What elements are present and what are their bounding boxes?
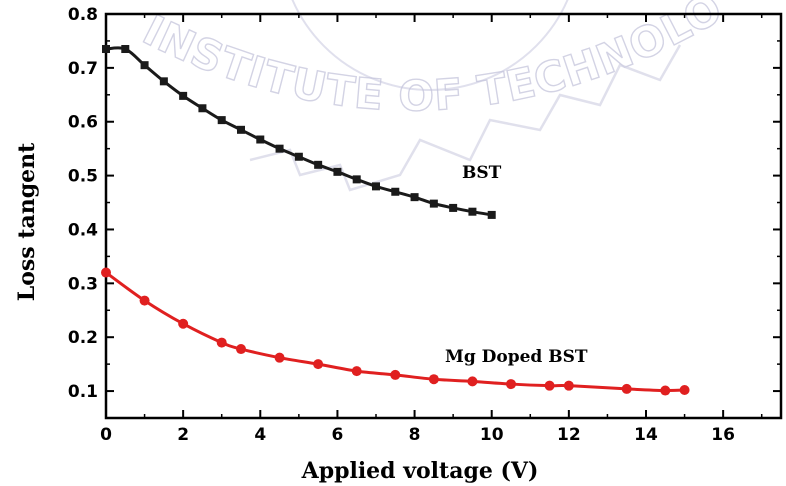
data-point-bst — [179, 91, 188, 100]
data-point-mg-doped-bst — [313, 359, 324, 370]
data-point-mg-doped-bst — [621, 383, 632, 394]
data-point-mg-doped-bst — [544, 380, 555, 391]
x-tick-label: 0 — [100, 425, 112, 445]
data-point-bst — [237, 125, 245, 134]
series-label-mg-doped-bst: Mg Doped BST — [445, 347, 588, 367]
data-point-bst — [140, 61, 149, 70]
series-label-bst: BST — [462, 163, 502, 183]
data-point-bst — [468, 207, 477, 216]
data-point-bst — [410, 193, 419, 202]
y-tick-label: 0.8 — [68, 5, 98, 25]
data-point-mg-doped-bst — [660, 385, 671, 396]
watermark-text: INSTITUTE OF TECHNOLOGY RO — [0, 0, 731, 120]
data-point-bst — [391, 187, 400, 196]
data-point-mg-doped-bst — [101, 267, 111, 278]
data-point-mg-doped-bst — [274, 352, 285, 363]
x-tick-label: 16 — [711, 425, 735, 445]
x-tick-label: 4 — [254, 425, 266, 445]
y-tick-label: 0.4 — [68, 220, 98, 240]
data-point-bst — [159, 77, 168, 86]
data-point-bst — [275, 144, 284, 153]
data-point-bst — [198, 104, 207, 113]
data-point-mg-doped-bst — [216, 337, 227, 348]
data-point-mg-doped-bst — [428, 374, 439, 385]
data-point-mg-doped-bst — [390, 369, 401, 380]
x-tick-label: 8 — [409, 425, 421, 445]
data-point-mg-doped-bst — [679, 384, 690, 395]
data-point-bst — [352, 175, 361, 184]
data-point-bst — [256, 135, 265, 144]
data-point-mg-doped-bst — [351, 366, 362, 377]
y-axis-title: Loss tangent — [14, 142, 40, 301]
y-tick-label: 0.7 — [68, 59, 98, 79]
data-point-bst — [372, 182, 380, 191]
x-tick-label: 2 — [177, 425, 189, 445]
data-point-bst — [429, 199, 438, 208]
data-point-mg-doped-bst — [563, 380, 574, 391]
y-tick-label: 0.3 — [68, 274, 98, 294]
y-tick-label: 0.2 — [68, 328, 98, 348]
x-tick-label: 6 — [332, 425, 344, 445]
x-tick-label: 10 — [480, 425, 504, 445]
y-tick-label: 0.1 — [68, 382, 98, 402]
data-point-bst — [294, 152, 303, 161]
y-tick-label: 0.6 — [68, 113, 98, 133]
data-point-mg-doped-bst — [467, 376, 478, 387]
x-tick-label: 12 — [557, 425, 581, 445]
data-point-bst — [333, 167, 342, 176]
series-layer — [101, 45, 690, 396]
data-point-mg-doped-bst — [236, 344, 246, 355]
plot-frame — [104, 12, 783, 420]
data-point-bst — [449, 203, 458, 212]
x-tick-label: 14 — [634, 425, 658, 445]
data-point-mg-doped-bst — [139, 295, 150, 306]
data-point-mg-doped-bst — [506, 379, 516, 390]
data-point-bst — [102, 45, 110, 54]
y-tick-label: 0.5 — [68, 167, 98, 187]
data-point-bst — [217, 116, 226, 125]
data-point-bst — [314, 160, 323, 169]
x-axis-title: Applied voltage (V) — [301, 458, 539, 484]
x-axis-ticks: 0 2 4 6 8 10 12 14 16 — [100, 14, 763, 445]
data-point-mg-doped-bst — [178, 318, 189, 329]
series-bst — [102, 45, 496, 219]
series-mg-doped-bst — [101, 267, 690, 396]
y-axis-ticks: 0.1 0.2 0.3 0.4 0.5 0.6 0.7 0.8 — [68, 5, 781, 402]
data-point-bst — [121, 45, 130, 54]
data-point-bst — [487, 210, 496, 219]
